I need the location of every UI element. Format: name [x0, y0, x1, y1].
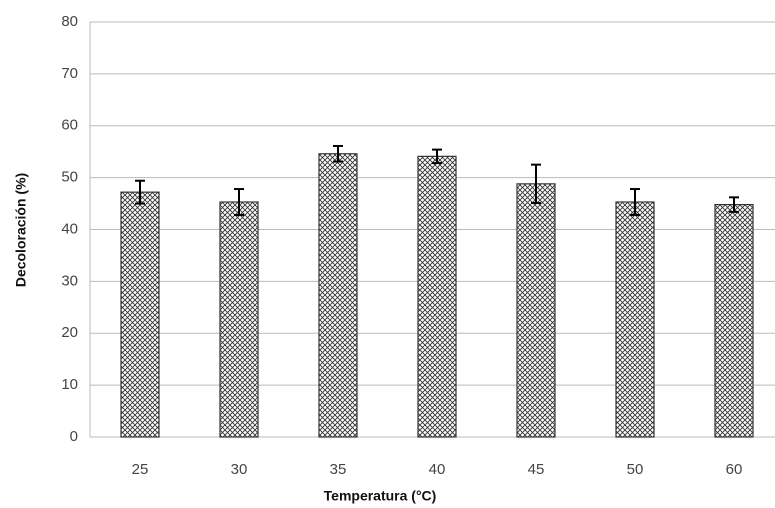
bar	[517, 184, 555, 437]
y-tick-label: 50	[61, 169, 78, 186]
x-tick-label: 60	[726, 461, 743, 478]
x-axis-title: Temperatura (°C)	[324, 488, 437, 504]
x-tick-label: 50	[627, 461, 644, 478]
x-tick-label: 35	[330, 461, 347, 478]
x-tick-label: 45	[528, 461, 545, 478]
y-tick-label: 80	[61, 13, 78, 30]
y-tick-label: 60	[61, 117, 78, 134]
y-tick-label: 70	[61, 65, 78, 82]
bar	[220, 202, 258, 437]
y-tick-label: 40	[61, 220, 78, 237]
y-tick-label: 20	[61, 324, 78, 341]
bar	[319, 154, 357, 437]
y-tick-label: 10	[61, 376, 78, 393]
bar	[715, 205, 753, 437]
chart: Temperatura (°C) Decoloración (%) 0 10 20 3…	[0, 0, 775, 508]
y-axis-title: Decoloración (%)	[13, 173, 29, 287]
y-tick-label: 30	[61, 272, 78, 289]
x-tick-label: 40	[429, 461, 446, 478]
x-tick-label: 25	[132, 461, 149, 478]
y-tick-label: 0	[70, 428, 78, 445]
bar	[121, 192, 159, 437]
x-tick-label: 30	[231, 461, 248, 478]
bar	[616, 202, 654, 437]
bar	[418, 156, 456, 437]
